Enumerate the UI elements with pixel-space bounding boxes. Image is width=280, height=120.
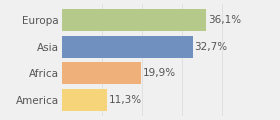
Text: 19,9%: 19,9% [143, 68, 176, 78]
Bar [62, 62, 141, 84]
Text: 36,1%: 36,1% [208, 15, 241, 25]
Bar [62, 89, 107, 111]
Text: 11,3%: 11,3% [109, 95, 142, 105]
Bar [62, 36, 193, 58]
Text: 32,7%: 32,7% [194, 42, 227, 52]
Bar [62, 9, 206, 31]
